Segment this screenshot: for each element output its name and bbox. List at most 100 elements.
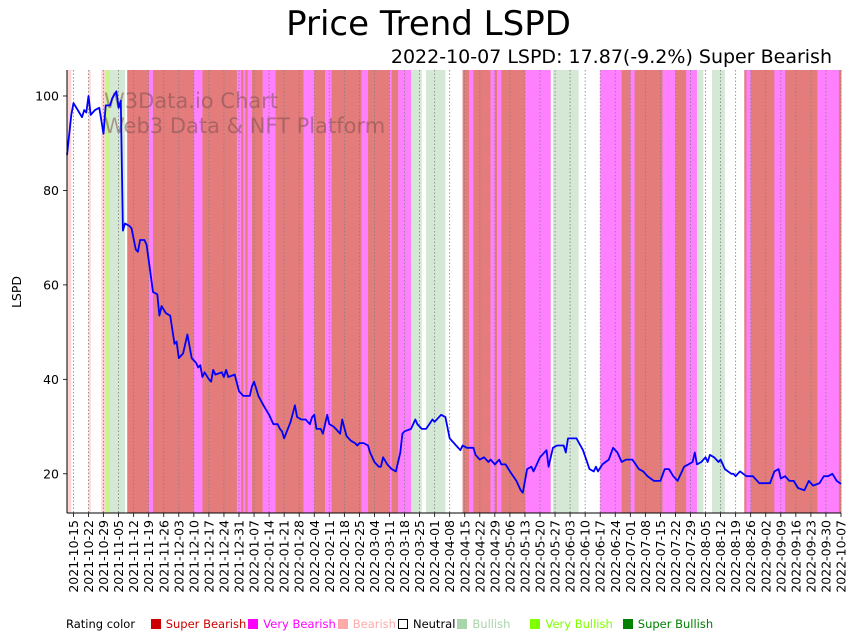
x-axis-ticks: 2021-10-15 2021-10-22 2021-10-29 2021-11-05…: [66, 513, 849, 593]
band-very-bearish: [490, 70, 496, 513]
legend-label: Bearish: [352, 617, 396, 631]
band-super-bearish: [391, 70, 399, 513]
band-very-bearish: [303, 70, 315, 513]
band-very-bearish: [817, 70, 840, 513]
band-very-bearish: [325, 70, 332, 513]
legend-label: Neutral: [412, 617, 456, 631]
x-tick-label: 2022-07-22: [668, 520, 683, 593]
legend-item-very-bearish: Very Bearish: [248, 617, 336, 631]
x-tick-label: 2022-05-13: [517, 520, 532, 593]
x-tick-label: 2021-12-03: [171, 520, 186, 593]
band-very-bearish: [497, 70, 502, 513]
y-tick-label: 80: [43, 183, 59, 198]
band-very-bearish: [630, 70, 635, 513]
legend-label: Super Bearish: [165, 617, 247, 631]
band-super-bearish: [473, 70, 491, 513]
axes: [66, 70, 841, 514]
x-tick-label: 2022-03-11: [382, 520, 397, 593]
x-tick-label: 2022-04-29: [487, 520, 502, 593]
x-tick-label: 2022-07-08: [638, 520, 653, 593]
y-tick-label: 20: [43, 466, 59, 481]
legend-item-bullish: Bullish: [457, 617, 510, 631]
x-tick-label: 2022-03-04: [367, 520, 382, 593]
band-very-bearish: [389, 70, 393, 513]
x-tick-label: 2021-11-12: [126, 520, 141, 593]
band-very-bearish: [746, 70, 752, 513]
legend-swatch: [622, 619, 633, 629]
band-neutral: [724, 70, 745, 513]
x-tick-label: 2022-01-07: [247, 520, 262, 593]
x-tick-label: 2022-07-29: [683, 520, 698, 593]
band-super-bearish: [368, 70, 390, 513]
band-very-bearish: [469, 70, 474, 513]
x-tick-label: 2022-05-20: [533, 520, 548, 593]
band-super-bearish: [634, 70, 663, 513]
x-tick-label: 2022-01-14: [262, 520, 277, 593]
x-tick-label: 2022-09-30: [818, 520, 833, 593]
legend-item-very-bullish: Very Bullish: [530, 617, 613, 631]
band-super-bearish: [331, 70, 362, 513]
legend-swatch: [150, 619, 161, 629]
y-axis-label: LSPD: [9, 276, 24, 308]
x-tick-label: 2022-01-21: [277, 520, 292, 593]
x-tick-label: 2021-10-29: [96, 520, 111, 593]
x-tick-label: 2021-12-17: [201, 520, 216, 593]
legend-item-neutral: Neutral: [397, 617, 456, 631]
band-very-bearish: [243, 70, 246, 513]
x-tick-label: 2022-05-27: [548, 520, 563, 593]
band-super-bearish: [501, 70, 526, 513]
y-axis-ticks: 20 40 60 80 100: [35, 88, 67, 481]
band-bullish: [696, 70, 704, 513]
band-bearish: [67, 70, 72, 513]
legend: Rating color Super Bearish Very Bearish Be…: [66, 617, 715, 631]
x-gridlines: [73, 70, 842, 513]
band-bullish: [712, 70, 726, 513]
band-neutral: [445, 70, 463, 513]
x-tick-label: 2022-06-24: [608, 520, 623, 593]
x-tick-label: 2022-02-25: [352, 520, 367, 593]
x-tick-label: 2022-03-25: [412, 520, 427, 593]
band-very-bearish: [361, 70, 369, 513]
band-super-bearish: [202, 70, 238, 513]
legend-swatch: [248, 619, 259, 629]
x-tick-label: 2022-08-12: [713, 520, 728, 593]
x-tick-label: 2022-03-18: [397, 520, 412, 593]
x-tick-label: 2022-10-07: [834, 520, 849, 593]
band-very-bearish: [686, 70, 698, 513]
band-super-bearish: [838, 70, 842, 513]
legend-swatch: [397, 619, 408, 629]
legend-swatch: [530, 619, 541, 629]
legend-item-super-bearish: Super Bearish: [150, 617, 247, 631]
x-tick-label: 2022-06-10: [578, 520, 593, 593]
band-neutral: [703, 70, 713, 513]
x-tick-label: 2022-07-01: [623, 520, 638, 593]
band-very-bearish: [193, 70, 203, 513]
legend-label: Super Bullish: [637, 617, 714, 631]
x-tick-label: 2022-09-09: [773, 520, 788, 593]
band-bullish: [426, 70, 446, 513]
legend-title: Rating color: [66, 617, 136, 631]
chart-title: Price Trend LSPD: [286, 4, 571, 44]
rating-bands: [67, 70, 842, 513]
band-super-bearish: [785, 70, 818, 513]
band-super-bearish: [750, 70, 775, 513]
band-very-bearish: [600, 70, 623, 513]
band-neutral: [125, 70, 128, 513]
x-tick-label: 2022-09-23: [803, 520, 818, 593]
x-tick-label: 2022-04-01: [427, 520, 442, 593]
price-series: [66, 90, 842, 494]
band-very-bearish: [524, 70, 552, 513]
band-neutral: [71, 70, 89, 513]
x-tick-label: 2022-07-15: [653, 520, 668, 593]
band-neutral: [550, 70, 554, 513]
x-tick-label: 2021-11-19: [141, 520, 156, 593]
x-tick-label: 2022-02-04: [307, 520, 322, 593]
legend-swatch: [337, 619, 348, 629]
band-super-bearish: [494, 70, 498, 513]
band-super-bearish: [241, 70, 244, 513]
band-super-bearish: [675, 70, 687, 513]
x-tick-label: 2022-01-28: [292, 520, 307, 593]
legend-item-bearish: Bearish: [337, 617, 396, 631]
band-super-bearish: [314, 70, 326, 513]
band-super-bearish: [153, 70, 195, 513]
